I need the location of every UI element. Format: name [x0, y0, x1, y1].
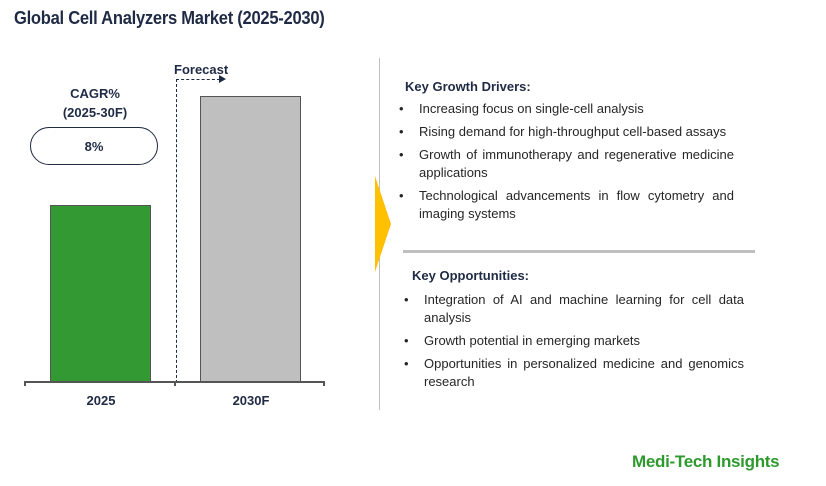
section-separator — [403, 250, 755, 253]
opportunities-heading: Key Opportunities: — [412, 268, 530, 283]
cagr-label-line1: CAGR% — [70, 86, 120, 101]
cagr-label-line2: (2025-30F) — [62, 105, 128, 120]
brand-logo: Medi-Tech Insights — [632, 452, 780, 471]
bullet-icon: • — [404, 356, 409, 371]
list-item: • Rising demand for high-throughput cell-… — [399, 124, 727, 139]
cagr-label: CAGR% (2025-30F) — [40, 84, 150, 122]
forecast-arrow-icon — [219, 75, 226, 83]
forecast-divider-line — [176, 79, 177, 383]
forecast-label: Forecast — [174, 62, 229, 77]
drivers-list: • Increasing focus on single-cell analysi… — [399, 100, 734, 228]
cagr-value-pill: 8% — [30, 127, 158, 165]
bar-2030f — [200, 96, 301, 382]
bullet-icon: • — [399, 101, 404, 116]
axis-tick — [174, 381, 176, 386]
bullet-icon: • — [404, 292, 409, 307]
bullet-icon: • — [404, 333, 409, 348]
chevron-right-icon — [375, 176, 391, 272]
list-item: • Opportunities in personalized medicine … — [404, 356, 744, 389]
list-item: • Growth potential in emerging markets — [404, 333, 641, 348]
bullet-icon: • — [399, 147, 404, 162]
page-title: Global Cell Analyzers Market (2025-2030) — [14, 8, 325, 28]
list-item: • Integration of AI and machine learning … — [404, 292, 744, 325]
bullet-icon: • — [399, 124, 404, 139]
drivers-heading: Key Growth Drivers: — [405, 79, 531, 94]
list-item: • Increasing focus on single-cell analysi… — [399, 101, 644, 116]
bar-2025 — [50, 205, 151, 382]
cagr-value: 8% — [84, 138, 104, 154]
x-label-2025: 2025 — [86, 393, 116, 408]
list-item: • Growth of immunotherapy and regenerativ… — [399, 147, 734, 180]
bullet-icon: • — [399, 188, 404, 203]
axis-tick — [323, 381, 325, 386]
list-item: • Technological advancements in flow cyto… — [399, 188, 734, 221]
x-label-2030f: 2030F — [232, 393, 270, 408]
forecast-dashed-line — [176, 79, 220, 80]
axis-tick — [24, 381, 26, 386]
opportunities-list: • Integration of AI and machine learning … — [404, 291, 744, 396]
